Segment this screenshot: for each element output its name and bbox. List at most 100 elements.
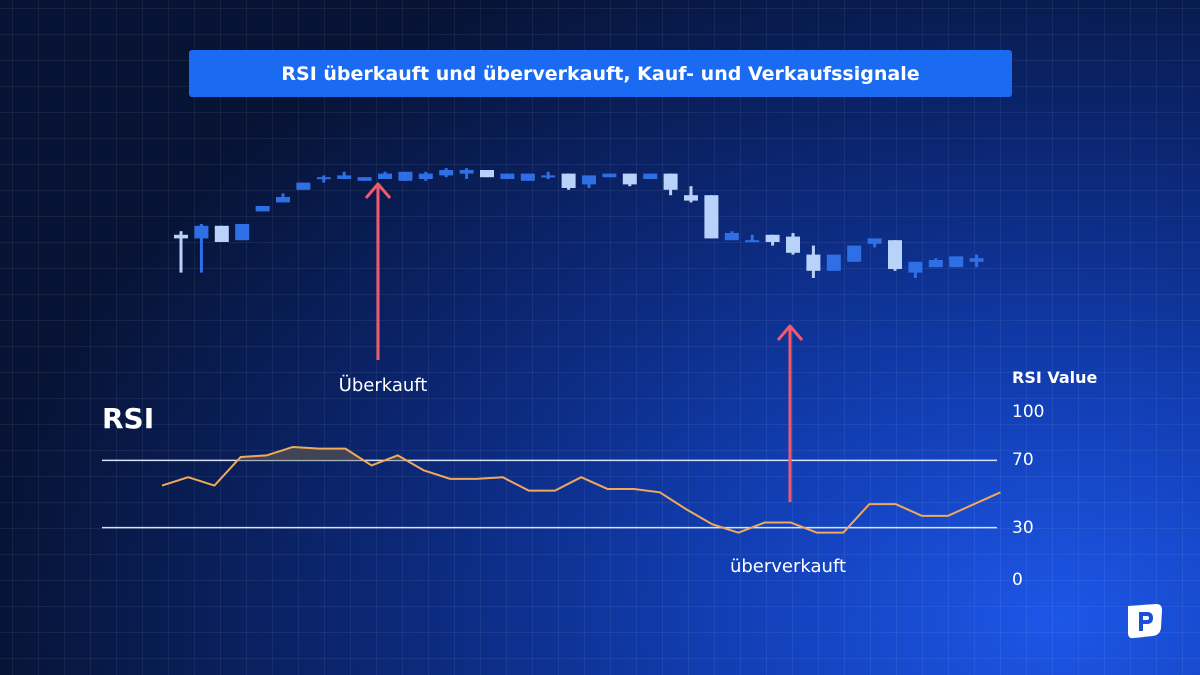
candle-body: [826, 254, 841, 271]
oversold-arrow-icon: [776, 324, 804, 341]
candle-body: [459, 170, 474, 174]
candle: [622, 173, 637, 187]
rsi-y-axis: 100 70 30 0: [1012, 402, 1044, 590]
candle: [908, 261, 923, 278]
candle-body: [214, 225, 229, 242]
chart-title: RSI überkauft und überverkauft, Kauf- un…: [281, 62, 920, 85]
candle-body: [194, 225, 209, 239]
candle-body: [908, 261, 923, 273]
candle: [704, 195, 719, 239]
candle-body: [602, 173, 617, 178]
candle-body: [337, 175, 352, 179]
candle: [806, 245, 821, 278]
candle-body: [235, 224, 250, 241]
candle-body: [276, 197, 290, 203]
candle-body: [622, 173, 637, 185]
candle: [520, 173, 535, 181]
candle: [867, 238, 882, 248]
candle: [214, 225, 229, 242]
title-banner: RSI überkauft und überverkauft, Kauf- un…: [189, 50, 1012, 97]
candle-body: [806, 254, 821, 271]
rsi-axis-title: RSI Value: [1012, 368, 1098, 387]
candle: [765, 234, 780, 246]
candle: [582, 175, 596, 188]
candle-body: [582, 175, 596, 185]
candle-body: [704, 195, 719, 239]
candle: [602, 173, 617, 178]
candle: [276, 193, 290, 203]
candle-body: [745, 240, 760, 243]
candle-body: [520, 173, 535, 181]
candle-body: [928, 260, 943, 268]
candle-body: [888, 240, 902, 269]
candle: [500, 173, 515, 179]
candle: [643, 173, 658, 179]
candle: [439, 168, 454, 178]
candle: [296, 182, 311, 190]
candle-body: [724, 233, 739, 241]
candle-body: [500, 173, 515, 179]
candle: [847, 245, 862, 262]
candle: [398, 171, 413, 181]
candle: [888, 240, 902, 271]
overbought-label: Überkauft: [339, 374, 428, 396]
candle: [561, 173, 576, 190]
candle-body: [561, 173, 576, 188]
candle: [684, 186, 698, 203]
candle: [174, 231, 188, 273]
candle-body: [847, 245, 862, 262]
candle: [316, 175, 331, 183]
candle: [724, 231, 739, 241]
overbought-annotation: Überkauft: [339, 182, 428, 396]
oversold-annotation: überverkauft: [730, 324, 846, 577]
rsi-tick-label: 100: [1012, 402, 1044, 422]
overbought-zone-fill: [237, 446, 407, 461]
candle-body: [786, 236, 800, 253]
rsi-line: [161, 445, 1001, 534]
candle: [663, 173, 678, 196]
candle: [826, 254, 841, 271]
candle-body: [316, 177, 331, 180]
candle-body: [255, 206, 270, 212]
candle: [235, 224, 250, 241]
candle: [357, 177, 372, 181]
candle-body: [439, 170, 454, 176]
candle: [255, 206, 270, 212]
rsi-panel: RSI RSI Value 100 70 30 0: [102, 368, 1098, 590]
candle: [541, 171, 556, 179]
candle-body: [765, 234, 780, 242]
candlestick-series: [174, 168, 984, 278]
candle: [786, 233, 800, 255]
candle: [337, 171, 352, 179]
candle: [949, 256, 964, 268]
candle-body: [867, 238, 882, 244]
candle-body: [663, 173, 678, 190]
candle-body: [296, 182, 311, 190]
overbought-arrow-icon: [364, 182, 392, 199]
candle-body: [541, 175, 556, 178]
candle-body: [643, 173, 658, 179]
candle-body: [418, 173, 433, 179]
rsi-tick-label: 0: [1012, 570, 1023, 590]
candle-body: [174, 234, 188, 239]
candle: [745, 234, 760, 243]
candle: [459, 168, 474, 179]
candle: [928, 258, 943, 268]
candle-body: [684, 195, 698, 201]
candle-body: [480, 170, 494, 178]
candle-body: [378, 173, 392, 179]
candle: [969, 254, 984, 268]
candle-body: [357, 177, 372, 181]
candle: [194, 224, 209, 273]
rsi-tick-label: 30: [1012, 518, 1034, 538]
rsi-panel-label: RSI: [102, 402, 154, 435]
candle-body: [969, 258, 984, 262]
candle: [480, 170, 494, 178]
oversold-label: überverkauft: [730, 556, 846, 577]
rsi-tick-label: 70: [1012, 450, 1034, 470]
candle: [378, 171, 392, 179]
candle: [418, 171, 433, 181]
candle-body: [949, 256, 964, 268]
candle-body: [398, 171, 413, 181]
